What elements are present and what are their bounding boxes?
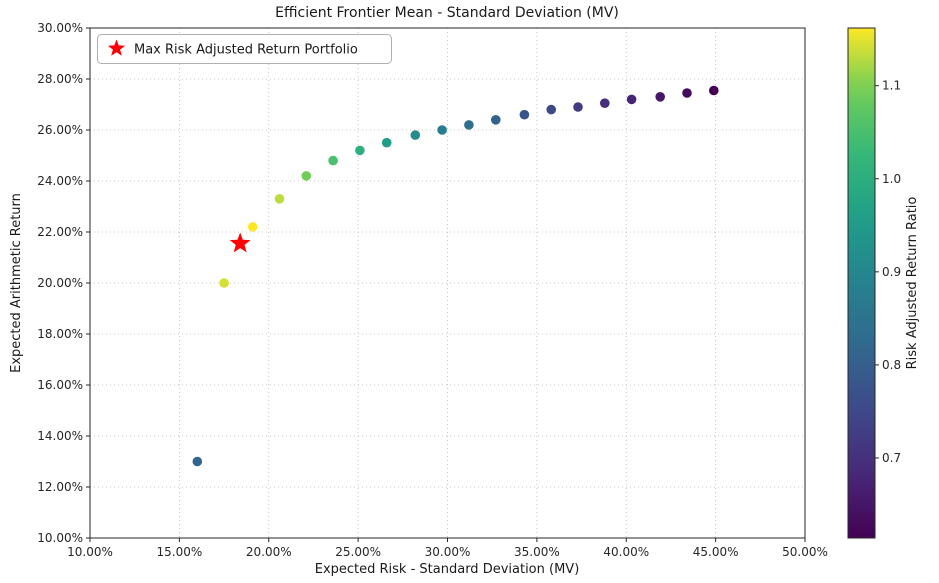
colorbar-tick-label: 1.1 [882, 79, 901, 93]
colorbar-tick-label: 0.7 [882, 451, 901, 465]
y-tick-label: 30.00% [37, 21, 83, 35]
chart-title: Efficient Frontier Mean - Standard Devia… [275, 5, 619, 21]
scatter-points-layer [192, 85, 719, 467]
scatter-point [655, 92, 665, 102]
scatter-point [219, 278, 229, 288]
scatter-point [328, 155, 338, 166]
colorbar-tick-label: 0.8 [882, 358, 901, 372]
y-tick-label: 16.00% [37, 378, 83, 392]
x-axis-label: Expected Risk - Standard Deviation (MV) [315, 562, 580, 577]
colorbar-label: Risk Adjusted Return Ratio [905, 197, 920, 370]
legend-star-icon [107, 39, 126, 56]
scatter-point [274, 194, 285, 204]
legend-label: Max Risk Adjusted Return Portfolio [134, 43, 358, 58]
ticks-layer: 10.00% 15.00% 20.00% 25.00% 30.00% 35.00% 40.0… [37, 21, 828, 559]
x-tick-label: 35.00% [514, 545, 560, 559]
x-tick-label: 10.00% [67, 545, 113, 559]
y-tick-label: 20.00% [37, 276, 83, 290]
scatter-point [355, 145, 365, 156]
y-tick-label: 28.00% [37, 72, 83, 86]
scatter-point [519, 109, 530, 120]
y-axis-label: Expected Arithmetic Return [9, 193, 24, 373]
y-tick-label: 26.00% [37, 123, 83, 137]
scatter-point [247, 222, 258, 232]
scatter-point [491, 115, 501, 125]
scatter-point [464, 120, 474, 130]
colorbar-tick-label: 0.9 [882, 265, 901, 279]
y-tick-label: 12.00% [37, 480, 83, 494]
scatter-point [682, 88, 692, 98]
y-tick-label: 14.00% [37, 429, 83, 443]
x-tick-label: 40.00% [603, 545, 649, 559]
scatter-point [410, 130, 421, 140]
colorbar-gradient [848, 28, 875, 538]
x-tick-label: 20.00% [246, 545, 292, 559]
colorbar: 0.7 0.8 0.9 1.0 1.1 [847, 27, 901, 539]
legend-frame [97, 34, 392, 64]
x-tick-label: 50.00% [782, 545, 828, 559]
scatter-point [709, 85, 719, 96]
y-tick-label: 22.00% [37, 225, 83, 239]
scatter-point [301, 171, 312, 181]
x-tick-label: 30.00% [425, 545, 471, 559]
scatter-point [626, 94, 637, 105]
legend: Max Risk Adjusted Return Portfolio [97, 34, 392, 64]
x-tick-label: 25.00% [335, 545, 381, 559]
colorbar-border [847, 27, 876, 539]
scatter-point [381, 137, 392, 148]
x-tick-label: 15.00% [156, 545, 202, 559]
max-risk-adjusted-return-star-marker [229, 232, 251, 253]
scatter-point [600, 98, 610, 108]
colorbar-tick-label: 1.0 [882, 172, 901, 186]
scatter-point [573, 102, 583, 112]
scatter-point [192, 456, 203, 467]
y-tick-label: 10.00% [37, 531, 83, 545]
y-tick-label: 24.00% [37, 174, 83, 188]
x-tick-label: 45.00% [693, 545, 739, 559]
scatter-point [546, 104, 556, 115]
y-tick-label: 18.00% [37, 327, 83, 341]
scatter-point [437, 125, 447, 135]
